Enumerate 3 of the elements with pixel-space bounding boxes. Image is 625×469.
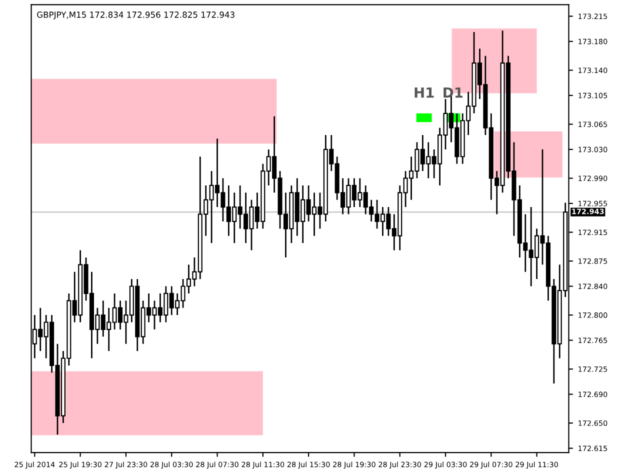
annotation: D1 [444, 87, 463, 98]
annotation: H1 [414, 87, 434, 98]
text: GBPJPY,M15 172.834 172.956 172.825 172.943 [37, 12, 234, 20]
